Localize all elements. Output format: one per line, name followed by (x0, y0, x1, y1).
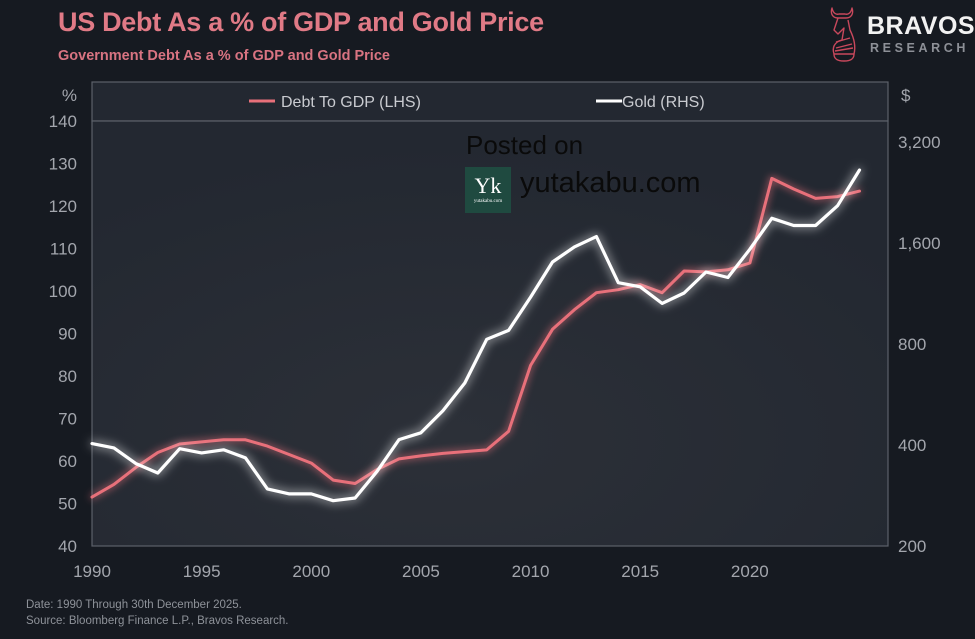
right-tick-label: 1,600 (898, 234, 941, 253)
watermark-badge-text: yutakabu.com (473, 199, 503, 204)
chart-title: US Debt As a % of GDP and Gold Price (58, 7, 544, 37)
right-tick-label: 800 (898, 335, 926, 354)
x-tick-label: 2015 (621, 562, 659, 581)
left-tick-label: 70 (58, 410, 77, 429)
watermark-site[interactable]: yutakabu.com (520, 167, 701, 199)
left-tick-label: 50 (58, 495, 77, 514)
brand-logo: BRAVOS RESEARCH (824, 4, 975, 66)
legend-label-gold: Gold (RHS) (622, 94, 705, 111)
x-tick-label: 2005 (402, 562, 440, 581)
left-tick-label: 110 (50, 240, 77, 259)
left-tick-label: 40 (58, 537, 77, 556)
right-tick-label: 200 (898, 537, 926, 556)
watermark-badge-letter: Yk (474, 173, 502, 198)
legend-panel (91, 81, 889, 122)
debt-to-gdp-line (90, 176, 861, 499)
left-axis-ticks: 140 130 120 110 100 90 80 70 60 50 40 (49, 112, 77, 556)
right-tick-label: 400 (898, 436, 926, 455)
yutakabu-logo-icon: Yk yutakabu.com (465, 167, 511, 213)
series-lines (90, 168, 862, 503)
left-tick-label: 130 (49, 155, 77, 174)
legend-label-debt: Debt To GDP (LHS) (281, 94, 421, 111)
x-axis-ticks: 1990 1995 2000 2005 2010 2015 2020 (73, 562, 769, 581)
left-tick-label: 60 (58, 452, 77, 471)
right-tick-label: 3,200 (898, 133, 941, 152)
x-tick-label: 2010 (512, 562, 550, 581)
left-tick-label: 80 (58, 367, 77, 386)
left-tick-label: 90 (58, 325, 77, 344)
watermark-posted-label: Posted on (466, 130, 584, 160)
left-axis-unit: % (62, 86, 77, 105)
x-tick-label: 2000 (292, 562, 330, 581)
chart-subtitle: Government Debt As a % of GDP and Gold P… (58, 48, 390, 64)
gold-price-line (90, 168, 862, 503)
legend: Debt To GDP (LHS) Gold (RHS) (249, 94, 705, 111)
left-tick-label: 100 (49, 282, 77, 301)
right-axis-unit: $ (901, 86, 911, 105)
left-tick-label: 120 (49, 197, 77, 216)
brand-subtitle: RESEARCH (870, 41, 969, 55)
x-tick-label: 1995 (183, 562, 221, 581)
right-axis-ticks: 3,200 1,600 800 400 200 (898, 133, 941, 556)
x-tick-label: 1990 (73, 562, 111, 581)
x-tick-label: 2020 (731, 562, 769, 581)
knight-bull-icon (830, 7, 856, 62)
left-tick-label: 140 (49, 112, 77, 131)
footnote-source: Source: Bloomberg Finance L.P., Bravos R… (26, 615, 289, 627)
brand-name: BRAVOS (867, 12, 975, 40)
footnote-date: Date: 1990 Through 30th December 2025. (26, 599, 242, 611)
